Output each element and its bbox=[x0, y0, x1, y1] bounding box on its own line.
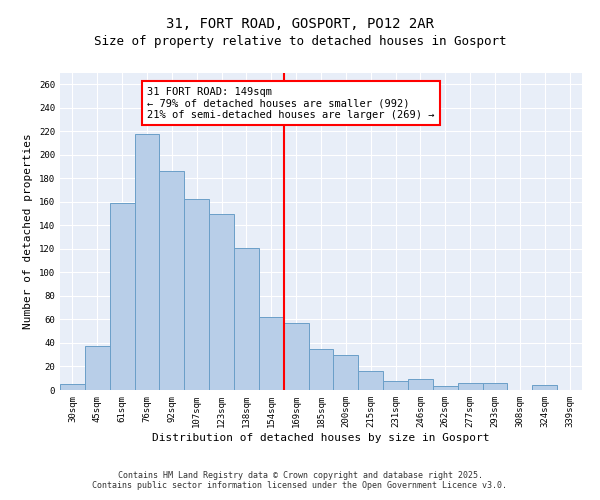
Bar bbox=[234, 248, 259, 390]
Text: Size of property relative to detached houses in Gosport: Size of property relative to detached ho… bbox=[94, 35, 506, 48]
Bar bbox=[160, 172, 184, 390]
Bar bbox=[408, 380, 433, 390]
Bar bbox=[184, 200, 209, 390]
Bar bbox=[308, 349, 334, 390]
Bar bbox=[110, 203, 134, 390]
Bar bbox=[209, 214, 234, 390]
Bar bbox=[60, 384, 85, 390]
Text: 31, FORT ROAD, GOSPORT, PO12 2AR: 31, FORT ROAD, GOSPORT, PO12 2AR bbox=[166, 18, 434, 32]
Bar bbox=[134, 134, 160, 390]
Text: 31 FORT ROAD: 149sqm
← 79% of detached houses are smaller (992)
21% of semi-deta: 31 FORT ROAD: 149sqm ← 79% of detached h… bbox=[147, 86, 434, 120]
Bar bbox=[532, 386, 557, 390]
Bar bbox=[458, 383, 482, 390]
Bar bbox=[334, 354, 358, 390]
Bar bbox=[358, 371, 383, 390]
Bar bbox=[383, 380, 408, 390]
X-axis label: Distribution of detached houses by size in Gosport: Distribution of detached houses by size … bbox=[152, 432, 490, 442]
Y-axis label: Number of detached properties: Number of detached properties bbox=[23, 134, 34, 329]
Bar bbox=[85, 346, 110, 390]
Bar bbox=[482, 383, 508, 390]
Text: Contains HM Land Registry data © Crown copyright and database right 2025.
Contai: Contains HM Land Registry data © Crown c… bbox=[92, 470, 508, 490]
Bar bbox=[284, 323, 308, 390]
Bar bbox=[259, 317, 284, 390]
Bar bbox=[433, 386, 458, 390]
